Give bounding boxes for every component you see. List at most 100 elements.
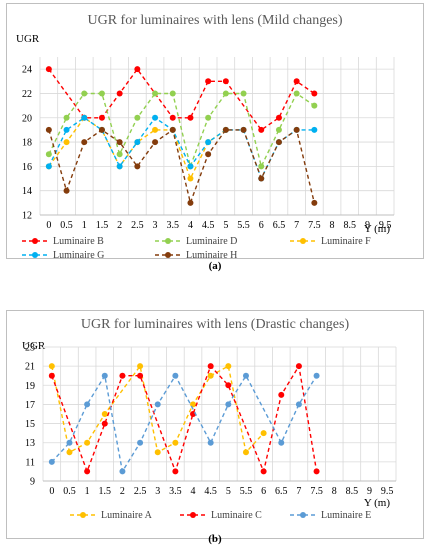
x-tick-label: 3	[155, 486, 160, 497]
data-point	[154, 449, 161, 456]
data-point	[278, 391, 285, 398]
x-tick-label: 2.5	[134, 486, 147, 497]
x-tick-label: 2	[120, 486, 125, 497]
chart-panel-b: UGR for luminaires with lens (Drastic ch…	[0, 281, 430, 550]
data-point	[45, 163, 52, 170]
data-point	[207, 372, 214, 379]
data-point	[258, 175, 265, 182]
y-tick-label: 16	[22, 162, 32, 173]
chart-title: UGR for luminaires with lens (Drastic ch…	[81, 317, 350, 332]
y-tick-label: 24	[22, 65, 32, 76]
data-point	[154, 401, 161, 408]
x-tick-label: 7	[296, 486, 301, 497]
data-point	[84, 401, 91, 408]
x-tick-label: 8	[330, 220, 335, 231]
x-tick-label: 2.5	[131, 220, 144, 231]
data-point	[101, 420, 108, 427]
data-point	[169, 114, 176, 121]
data-point	[172, 372, 179, 379]
data-point	[240, 126, 247, 133]
x-tick-label: 3	[153, 220, 158, 231]
data-point	[152, 90, 159, 97]
data-point	[313, 372, 320, 379]
y-tick-label: 23	[25, 343, 35, 354]
data-point	[116, 151, 123, 158]
y-tick-label: 22	[22, 89, 32, 100]
data-point	[313, 468, 320, 475]
data-point	[45, 126, 52, 133]
data-point	[84, 439, 91, 446]
x-tick-label: 3.5	[167, 220, 180, 231]
x-tick-label: 8	[332, 486, 337, 497]
legend-swatch-marker	[32, 238, 38, 244]
x-tick-label: 0.5	[63, 486, 76, 497]
data-point	[311, 102, 318, 109]
series-line-0	[51, 364, 265, 454]
chart-b-svg: UGR for luminaires with lens (Drastic ch…	[22, 317, 397, 521]
data-point	[205, 139, 212, 146]
data-point	[311, 199, 318, 206]
data-point	[137, 363, 144, 370]
legend-swatch-marker	[300, 512, 306, 518]
legend-entry: Luminaire A	[101, 510, 153, 521]
x-tick-label: 0	[46, 220, 51, 231]
data-point	[242, 372, 249, 379]
data-point	[242, 449, 249, 456]
series-line-2	[51, 373, 318, 474]
data-point	[116, 90, 123, 97]
y-tick-label: 14	[22, 186, 32, 197]
y-axis-label: UGR	[16, 33, 40, 45]
x-tick-label: 5.5	[240, 486, 253, 497]
x-tick-label: 5.5	[237, 220, 250, 231]
x-tick-label: 8.5	[346, 486, 359, 497]
y-tick-label: 11	[25, 457, 35, 468]
data-point	[48, 372, 55, 379]
data-point	[119, 468, 126, 475]
x-tick-label: 8.5	[344, 220, 357, 231]
y-tick-label: 19	[25, 381, 35, 392]
x-axis-label: Y (m)	[364, 497, 391, 509]
legend-entry: Luminaire B	[53, 236, 104, 247]
x-tick-label: 9.5	[381, 486, 394, 497]
y-tick-label: 21	[25, 362, 35, 373]
data-point	[119, 372, 126, 379]
chart-panel-a: UGR for luminaires with lens (Mild chang…	[6, 3, 424, 272]
data-point	[134, 139, 141, 146]
data-point	[101, 411, 108, 417]
data-point	[311, 90, 318, 97]
y-tick-label: 18	[22, 138, 32, 149]
data-point	[205, 114, 212, 121]
data-point	[45, 66, 52, 73]
legend-swatch-marker	[32, 252, 38, 258]
x-tick-label: 6.5	[275, 486, 288, 497]
data-point	[152, 114, 159, 121]
data-point	[225, 363, 232, 370]
data-point	[275, 126, 282, 133]
x-tick-label: 9.5	[379, 220, 392, 231]
x-tick-label: 1.5	[99, 486, 112, 497]
x-tick-label: 1.5	[96, 220, 109, 231]
x-tick-label: 1	[85, 486, 90, 497]
x-tick-label: 3.5	[169, 486, 182, 497]
x-tick-label: 9	[367, 486, 372, 497]
data-point	[172, 468, 179, 475]
data-point	[48, 458, 55, 465]
data-point	[207, 439, 214, 446]
data-point	[295, 401, 302, 408]
legend-swatch-marker	[300, 238, 306, 244]
data-point	[225, 382, 232, 389]
data-point	[187, 114, 194, 121]
data-point	[45, 151, 52, 158]
data-point	[63, 187, 70, 194]
legend-swatch-marker	[80, 512, 86, 518]
chart-frame	[6, 310, 424, 539]
data-point	[81, 90, 88, 97]
data-point	[225, 401, 232, 408]
data-point	[48, 363, 55, 370]
data-point	[240, 90, 247, 97]
data-point	[205, 78, 212, 85]
data-point	[152, 126, 159, 133]
data-point	[116, 163, 123, 170]
chart-title: UGR for luminaires with lens (Mild chang…	[87, 13, 342, 28]
